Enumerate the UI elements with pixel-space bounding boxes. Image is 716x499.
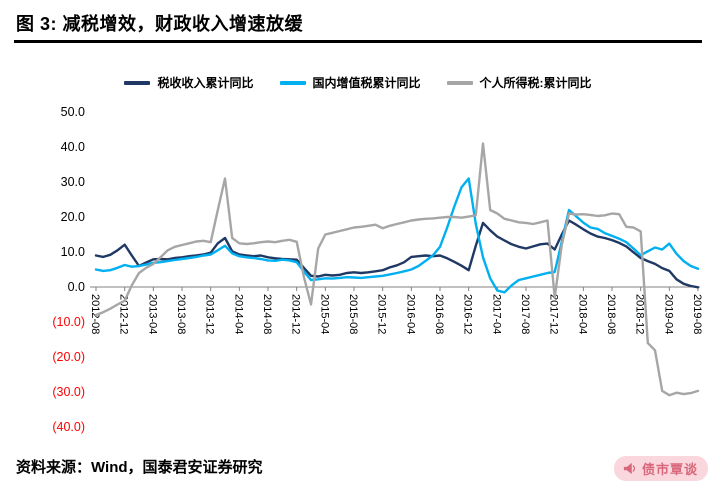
x-axis-label: 2016-12 bbox=[462, 294, 474, 334]
x-axis-label: 2018-04 bbox=[576, 294, 588, 334]
y-axis-label: 20.0 bbox=[61, 210, 85, 224]
legend-swatch-cyan bbox=[279, 80, 306, 85]
y-axis-label: (40.0) bbox=[52, 420, 85, 434]
series-line-0 bbox=[94, 219, 700, 289]
x-axis-label: 2017-08 bbox=[519, 294, 531, 334]
x-axis-label: 2014-08 bbox=[261, 294, 273, 334]
legend-item-vat: 国内增值税累计同比 bbox=[279, 74, 421, 91]
legend-label: 税收收入累计同比 bbox=[157, 76, 254, 90]
line-chart: 50.0 40.0 30.0 20.0 10.0 0.0 (10.0) (20.0) (30.0… bbox=[0, 92, 716, 442]
series-line-1 bbox=[94, 177, 700, 294]
y-axis-label: 10.0 bbox=[61, 245, 85, 259]
x-axis-label: 2013-12 bbox=[204, 294, 216, 334]
wechat-account-badge: 债市覃谈 bbox=[613, 456, 708, 481]
legend-swatch-navy bbox=[124, 80, 151, 85]
x-axis-label: 2014-12 bbox=[290, 294, 302, 334]
x-axis-label: 2019-04 bbox=[662, 294, 674, 334]
legend-label: 国内增值税累计同比 bbox=[312, 76, 421, 90]
x-axis-label: 2013-04 bbox=[146, 294, 158, 334]
x-axis-label: 2016-08 bbox=[433, 294, 445, 334]
chart-legend: 税收收入累计同比 国内增值税累计同比 个人所得税:累计同比 bbox=[0, 74, 716, 91]
legend-swatch-gray bbox=[446, 80, 473, 85]
y-axis-label: (20.0) bbox=[52, 350, 85, 364]
legend-label: 个人所得税:累计同比 bbox=[479, 76, 592, 90]
series-line-2 bbox=[94, 142, 700, 397]
megaphone-icon bbox=[623, 462, 636, 475]
y-axis-label: (10.0) bbox=[52, 315, 85, 329]
y-axis-label: 30.0 bbox=[61, 175, 85, 189]
title-underline bbox=[14, 40, 702, 43]
x-axis-label: 2019-08 bbox=[691, 294, 703, 334]
y-axis-label: 40.0 bbox=[61, 140, 85, 154]
x-axis-label: 2018-08 bbox=[605, 294, 617, 334]
y-axis-label: (30.0) bbox=[52, 385, 85, 399]
x-axis-label: 2016-04 bbox=[404, 294, 416, 334]
x-axis-label: 2015-12 bbox=[376, 294, 388, 334]
x-axis-label: 2017-12 bbox=[548, 294, 560, 334]
x-axis-label: 2014-04 bbox=[232, 294, 244, 334]
x-axis-label: 2015-04 bbox=[318, 294, 330, 334]
x-axis-label: 2015-08 bbox=[347, 294, 359, 334]
chart-canvas: 50.0 40.0 30.0 20.0 10.0 0.0 (10.0) (20.0) (30.0… bbox=[52, 105, 703, 434]
x-axis-label: 2018-12 bbox=[634, 294, 646, 334]
x-axis-label: 2012-12 bbox=[118, 294, 130, 334]
badge-label: 债市覃谈 bbox=[641, 462, 698, 477]
figure-title: 图 3: 减税增效，财政收入增速放缓 bbox=[16, 14, 304, 34]
legend-item-tax-revenue: 税收收入累计同比 bbox=[124, 74, 254, 91]
legend-item-personal-income-tax: 个人所得税:累计同比 bbox=[446, 74, 592, 91]
y-axis-label: 50.0 bbox=[61, 105, 85, 119]
y-axis-label: 0.0 bbox=[68, 280, 85, 294]
data-source-note: 资料来源：Wind，国泰君安证券研究 bbox=[16, 459, 263, 476]
x-axis-label: 2013-08 bbox=[175, 294, 187, 334]
x-axis-label: 2017-04 bbox=[490, 294, 502, 334]
x-axis-label: 2012-08 bbox=[89, 294, 101, 334]
